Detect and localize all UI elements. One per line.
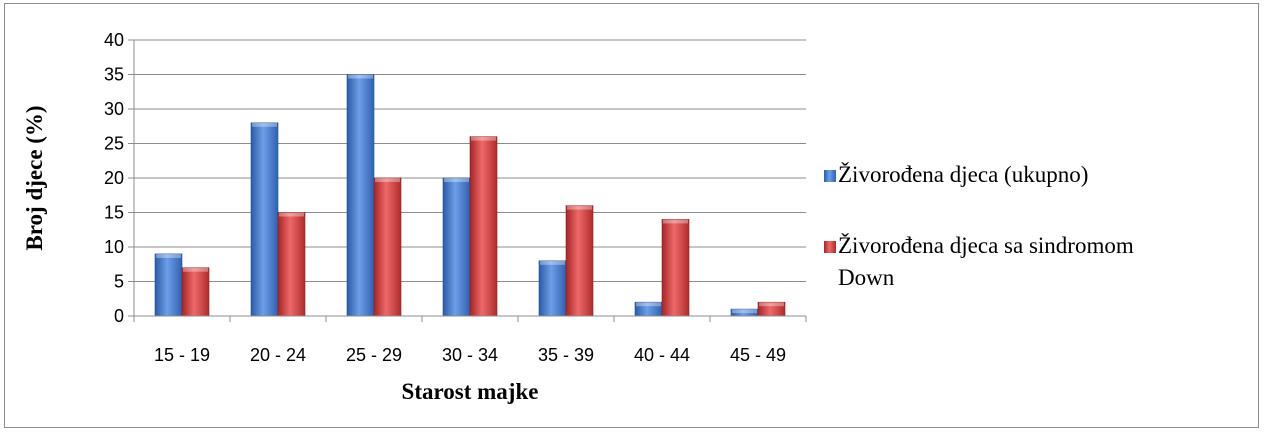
y-tick-label: 10 xyxy=(104,237,124,257)
x-tick-label: 25 - 29 xyxy=(346,345,402,365)
bar-down-bevel xyxy=(471,136,496,141)
legend-label-total: Živorođena djeca (ukupno) xyxy=(838,162,1088,187)
legend-label-down-line2: Down xyxy=(838,265,895,290)
bar-total-bevel xyxy=(540,260,565,265)
bar-total-bevel xyxy=(444,178,469,182)
bar-total-bevel xyxy=(732,309,757,314)
bar-total-bevel xyxy=(636,302,661,307)
x-tick-label: 45 - 49 xyxy=(730,345,786,365)
bar-total xyxy=(250,122,279,317)
y-tick-label: 25 xyxy=(104,134,124,154)
bar-total-bevel xyxy=(252,122,277,127)
bar-total xyxy=(538,260,567,317)
legend: Živorođena djeca (ukupno) Živorođena dje… xyxy=(824,162,1139,290)
y-axis-title: Broj djece (%) xyxy=(22,105,47,250)
bar-down xyxy=(373,177,402,317)
bar-total-bevel xyxy=(348,74,373,79)
y-tick-label: 0 xyxy=(114,306,124,326)
bar-total xyxy=(154,253,183,317)
y-tick-label: 30 xyxy=(104,99,124,119)
bar-down-bevel xyxy=(183,267,208,272)
x-tick-label: 30 - 34 xyxy=(442,345,498,365)
chart-frame xyxy=(4,3,1259,428)
bar-down-bevel xyxy=(375,178,400,182)
bar-down-bevel xyxy=(567,205,592,210)
bar-total xyxy=(442,177,471,317)
bar-down xyxy=(277,212,306,317)
bar-down xyxy=(661,219,690,317)
bar-down-bevel xyxy=(279,212,304,217)
y-tick-label: 15 xyxy=(104,203,124,223)
legend-swatch-total xyxy=(824,170,836,182)
bar-down xyxy=(181,267,210,317)
x-axis-title: Starost majke xyxy=(402,379,539,404)
y-tick-label: 35 xyxy=(104,65,124,85)
legend-swatch-down xyxy=(824,241,836,253)
legend-label-down-line1: Živorođena djeca sa sindromom xyxy=(838,233,1134,258)
y-tick-label: 20 xyxy=(104,168,124,188)
y-tick-label: 40 xyxy=(104,30,124,50)
bar-total xyxy=(346,74,375,317)
x-tick-label: 20 - 24 xyxy=(250,345,306,365)
bar-total-bevel xyxy=(156,253,181,258)
x-tick-label: 35 - 39 xyxy=(538,345,594,365)
bar-down-bevel xyxy=(663,219,688,224)
x-tick-label: 15 - 19 xyxy=(154,345,210,365)
bar-down xyxy=(565,205,594,317)
x-tick-label: 40 - 44 xyxy=(634,345,690,365)
legend-label-down: Živorođena djeca sa sindromom Down xyxy=(838,233,1139,290)
bar-down-bevel xyxy=(759,302,784,307)
y-tick-label: 5 xyxy=(114,272,124,292)
bar-down xyxy=(469,136,498,317)
